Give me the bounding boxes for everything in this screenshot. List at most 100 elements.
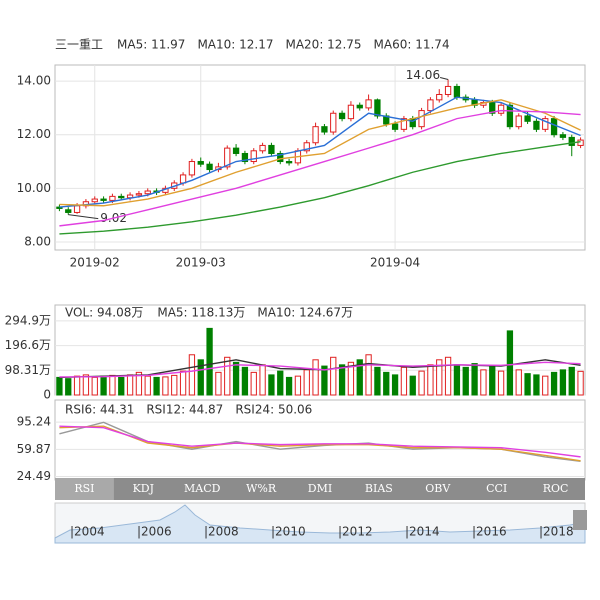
legend-entry: MA10: 12.17 xyxy=(197,38,273,52)
x-tick-label: 2019-02 xyxy=(70,256,120,270)
timeline-year: |2016 xyxy=(472,525,507,539)
y-tick-label: 196.6万 xyxy=(5,338,51,352)
candle-body xyxy=(285,161,293,164)
candle-body xyxy=(374,99,381,117)
volume-bar xyxy=(197,359,204,396)
candle-body xyxy=(73,205,81,213)
volume-bar xyxy=(347,361,355,396)
low-pointer xyxy=(68,214,99,220)
candle-body xyxy=(524,115,531,122)
y-tick-label: 0 xyxy=(43,388,51,402)
tab[interactable]: BIAS xyxy=(365,482,393,495)
timeline-area xyxy=(54,504,586,544)
tab[interactable]: OBV xyxy=(425,482,451,495)
volume-bar xyxy=(135,371,143,396)
candle-body xyxy=(400,118,408,130)
candle-body xyxy=(321,126,328,133)
chart-title: 三一重工 xyxy=(55,38,103,52)
tab[interactable]: CCI xyxy=(486,482,507,495)
legend-entry: MA10: 124.67万 xyxy=(257,306,353,320)
timeline-year: |2008 xyxy=(204,525,239,539)
candle-body xyxy=(577,139,584,146)
volume-bar xyxy=(259,364,266,396)
volume-bar xyxy=(550,371,558,396)
volume-bar xyxy=(568,366,575,396)
y-tick-label: 8.00 xyxy=(24,234,51,248)
volume-bar xyxy=(506,330,514,396)
volume-bar xyxy=(489,365,496,396)
y-tick-label: 95.24 xyxy=(17,415,51,429)
legend-entry: RSI6: 44.31 xyxy=(65,403,134,417)
chart-title: VOL: 94.08万 xyxy=(65,306,143,320)
candle-body xyxy=(232,147,240,154)
candle-body xyxy=(365,99,372,109)
y-tick-label: 59.87 xyxy=(17,442,51,456)
candle-body xyxy=(568,136,575,146)
volume-bar xyxy=(277,370,284,396)
volume-bar xyxy=(232,361,240,396)
candle-body xyxy=(338,112,346,120)
candle-body xyxy=(515,115,522,128)
timeline-year: |2006 xyxy=(137,525,172,539)
volume-bar xyxy=(383,371,390,396)
candle-body xyxy=(347,104,355,120)
high-label: 14.06 xyxy=(406,68,440,82)
volume-bar xyxy=(559,369,567,396)
volume-bar xyxy=(409,375,416,396)
legend-entry: MA20: 12.75 xyxy=(285,38,361,52)
volume-bar xyxy=(153,376,160,396)
legend-entry: MA5: 11.97 xyxy=(117,38,185,52)
volume-bar xyxy=(418,370,425,396)
indicator-line xyxy=(59,421,581,462)
candle-body xyxy=(135,193,143,196)
candle-body xyxy=(188,161,196,176)
volume-bar xyxy=(515,369,522,396)
candle-body xyxy=(533,120,540,130)
volume-bar xyxy=(444,356,452,396)
volume-bar xyxy=(542,375,549,396)
indicator-line xyxy=(59,99,581,207)
volume-bar xyxy=(171,374,178,396)
tab[interactable]: DMI xyxy=(308,482,332,495)
candle-body xyxy=(241,152,249,163)
volume-bar xyxy=(126,374,134,396)
indicator-line xyxy=(59,361,581,378)
timeline-year: |2014 xyxy=(405,525,440,539)
volume-bar xyxy=(338,364,346,396)
candle-body xyxy=(224,147,231,168)
volume-bar xyxy=(118,376,125,396)
tab[interactable]: W%R xyxy=(246,482,277,495)
volume-bar xyxy=(224,356,231,396)
volume-bar xyxy=(471,363,478,396)
legend-entry: MA60: 11.74 xyxy=(374,38,450,52)
volume-bar xyxy=(294,375,302,396)
volume-bar xyxy=(303,369,310,396)
candle-body xyxy=(179,174,187,184)
volume-bar xyxy=(312,359,319,396)
candle-body xyxy=(489,102,496,114)
indicator-line xyxy=(59,109,581,227)
candle-body xyxy=(91,198,98,203)
tab-bar xyxy=(55,478,585,500)
volume-bar xyxy=(215,371,222,396)
candle-body xyxy=(206,163,213,171)
volume-bar xyxy=(188,354,196,396)
indicator-line xyxy=(59,425,581,462)
tab[interactable]: ROC xyxy=(543,482,569,495)
timeline-handle[interactable] xyxy=(573,510,587,530)
volume-bar xyxy=(462,366,469,396)
tab[interactable]: RSI xyxy=(74,482,94,495)
timeline-year: |2010 xyxy=(271,525,306,539)
timeline-year: |2004 xyxy=(70,525,105,539)
tab[interactable]: KDJ xyxy=(133,482,154,495)
indicator-line xyxy=(59,140,581,235)
volume-bar xyxy=(56,376,63,396)
timeline-year: |2018 xyxy=(539,525,574,539)
tab[interactable]: MACD xyxy=(184,482,221,495)
legend-entry: MA5: 118.13万 xyxy=(157,306,245,320)
candle-body xyxy=(444,85,452,95)
volume-bar xyxy=(321,365,328,396)
candle-body xyxy=(427,99,434,112)
candle-body xyxy=(436,93,443,101)
volume-bar xyxy=(144,375,151,396)
